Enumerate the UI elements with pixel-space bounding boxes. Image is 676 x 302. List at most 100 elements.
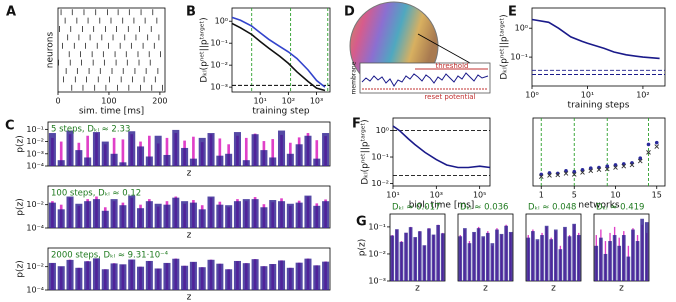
bar bbox=[458, 236, 463, 281]
bar bbox=[481, 236, 486, 281]
bar bbox=[66, 259, 74, 290]
bar bbox=[189, 202, 197, 228]
bar bbox=[119, 264, 127, 290]
bar bbox=[617, 245, 622, 281]
bar bbox=[216, 204, 224, 228]
panel-title: Dₖₗ ≈ 0.419 bbox=[596, 203, 644, 213]
y-tick-label: 10⁻⁴ bbox=[26, 224, 44, 233]
x-tick-label: 5 bbox=[572, 191, 577, 200]
bar bbox=[322, 133, 330, 166]
bar bbox=[251, 134, 259, 166]
bar bbox=[207, 196, 215, 228]
bar bbox=[154, 203, 162, 228]
bar bbox=[640, 218, 644, 281]
bar bbox=[57, 160, 65, 166]
bar bbox=[66, 196, 74, 228]
bar bbox=[395, 229, 399, 281]
bar bbox=[549, 239, 554, 281]
x-axis-label: z bbox=[187, 169, 192, 179]
bar bbox=[192, 136, 195, 166]
panel-title: Dₖₗ ≈ 0.048 bbox=[528, 203, 576, 213]
bar bbox=[553, 229, 558, 281]
bar bbox=[137, 208, 145, 228]
axes-frame bbox=[47, 185, 331, 229]
bar bbox=[242, 199, 250, 228]
point bbox=[613, 163, 618, 167]
bar bbox=[399, 241, 404, 281]
x-tick-label: 10¹ bbox=[386, 191, 399, 200]
bar bbox=[163, 154, 171, 166]
bar bbox=[269, 157, 277, 166]
bar bbox=[390, 235, 395, 281]
bar bbox=[427, 228, 431, 281]
bar bbox=[145, 201, 153, 228]
bar bbox=[408, 227, 413, 281]
point bbox=[621, 163, 627, 169]
point bbox=[563, 171, 569, 176]
bar bbox=[84, 157, 92, 166]
bar bbox=[225, 269, 233, 290]
series-line bbox=[531, 18, 660, 60]
point bbox=[604, 166, 610, 172]
y-axis-label: Dₖₗ(pⁿᵉᵗ||pᵗᵃʳᵍᵉᵗ) bbox=[361, 119, 371, 184]
bar bbox=[57, 209, 65, 228]
point bbox=[572, 169, 577, 174]
point bbox=[588, 166, 593, 170]
bar bbox=[567, 236, 572, 281]
bar bbox=[603, 253, 608, 281]
y-tick-label: 10⁻¹ bbox=[26, 125, 44, 134]
point bbox=[580, 170, 585, 175]
y-tick-label: 10⁻¹ bbox=[371, 153, 389, 162]
bar bbox=[225, 205, 233, 228]
y-tick-label: 10⁻¹ bbox=[510, 53, 528, 62]
bar bbox=[271, 139, 275, 166]
wafer-diagram: threshold membrane reset potential bbox=[349, 1, 491, 101]
bar bbox=[216, 263, 224, 290]
bar bbox=[558, 249, 563, 281]
bar bbox=[233, 132, 241, 166]
x-axis-label: z bbox=[415, 284, 420, 294]
panel-title: 5 steps, Dₖₗ ≈ 2.33 bbox=[51, 125, 130, 135]
y-tick-label: 10⁻² bbox=[210, 61, 228, 70]
x-axis-label: z bbox=[619, 284, 624, 294]
bar bbox=[137, 146, 145, 166]
x-axis-label: sim. time [ms] bbox=[79, 107, 144, 117]
bar bbox=[278, 260, 286, 290]
bar bbox=[112, 137, 116, 166]
bar bbox=[181, 201, 189, 228]
y-tick-label: 10⁰ bbox=[215, 17, 228, 26]
panel-label: G bbox=[356, 215, 367, 230]
bar bbox=[490, 243, 495, 281]
axes-frame bbox=[47, 247, 331, 291]
axes-frame bbox=[457, 213, 514, 282]
bar bbox=[304, 195, 312, 228]
bar bbox=[48, 133, 56, 166]
panel-label: B bbox=[186, 5, 196, 20]
panel-label: D bbox=[344, 5, 355, 20]
bar bbox=[467, 243, 472, 281]
point bbox=[638, 156, 643, 161]
y-axis-label: neurons bbox=[46, 32, 56, 69]
bar bbox=[154, 268, 162, 290]
point bbox=[596, 167, 602, 173]
bar bbox=[304, 135, 312, 166]
bar bbox=[576, 235, 581, 281]
bar bbox=[572, 223, 576, 281]
bar bbox=[59, 141, 63, 166]
x-tick-label: 10³ bbox=[310, 97, 323, 106]
bar bbox=[485, 232, 490, 281]
bar bbox=[286, 267, 294, 290]
bar bbox=[92, 258, 100, 290]
bar bbox=[313, 205, 321, 228]
bar bbox=[315, 140, 319, 166]
point bbox=[637, 158, 643, 164]
panel-label: F bbox=[352, 117, 361, 132]
bar bbox=[463, 228, 467, 281]
bar bbox=[110, 153, 118, 166]
bar bbox=[216, 155, 224, 166]
bar bbox=[526, 237, 531, 281]
bar bbox=[163, 262, 171, 290]
y-tick-label: 10⁻² bbox=[26, 262, 44, 271]
bar bbox=[128, 131, 136, 166]
series-line bbox=[231, 22, 326, 92]
